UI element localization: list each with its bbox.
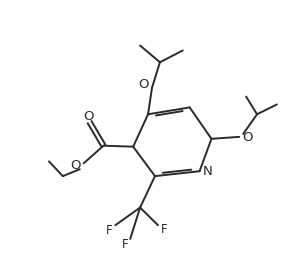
Text: F: F (122, 238, 129, 251)
Text: O: O (138, 78, 148, 91)
Text: F: F (161, 223, 167, 236)
Text: F: F (106, 224, 113, 237)
Text: N: N (203, 165, 212, 178)
Text: O: O (242, 131, 252, 144)
Text: O: O (83, 110, 94, 123)
Text: O: O (70, 159, 81, 172)
